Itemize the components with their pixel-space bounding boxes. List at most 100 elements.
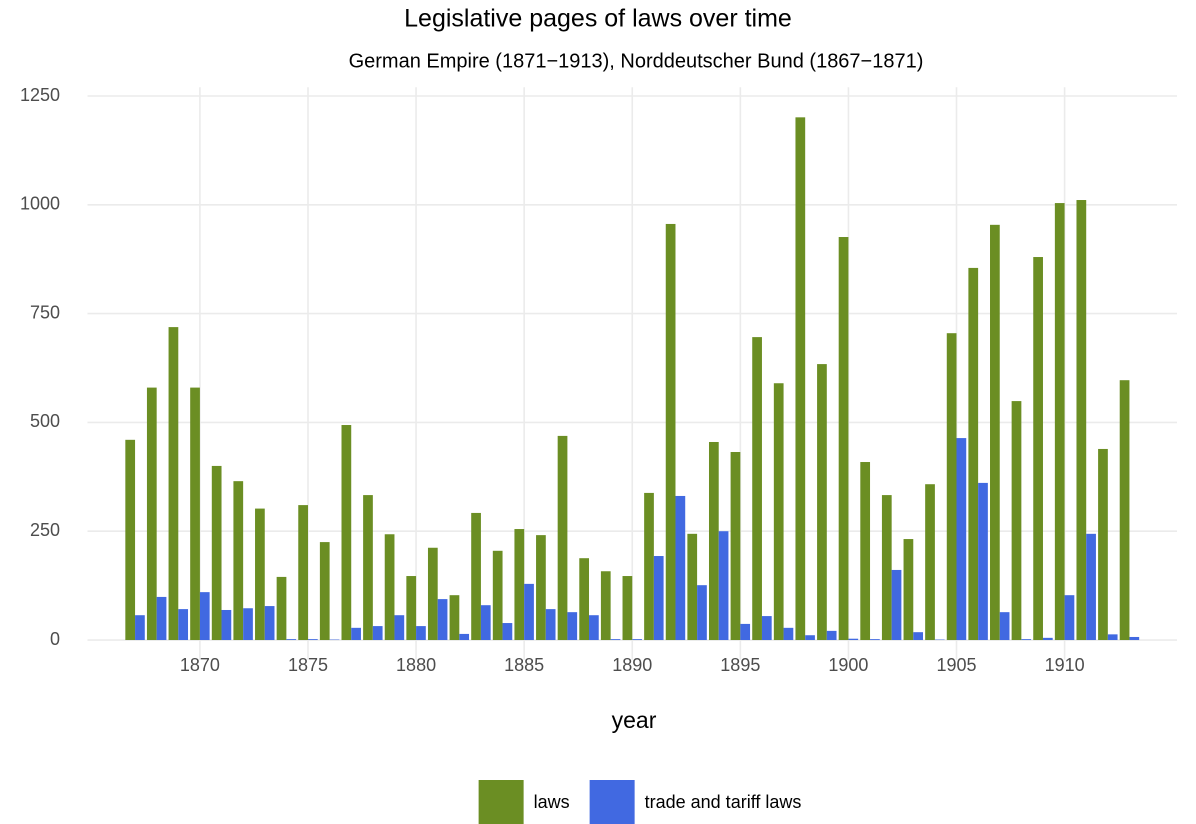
bar — [1021, 639, 1032, 641]
bar — [999, 612, 1010, 641]
bar — [1042, 637, 1053, 641]
bar — [384, 534, 395, 641]
bar — [740, 623, 751, 641]
bar — [891, 569, 902, 641]
bar — [255, 508, 265, 641]
bar — [319, 542, 330, 641]
x-tick-label: 1910 — [1045, 655, 1085, 675]
bar — [848, 638, 859, 641]
bar — [449, 595, 460, 641]
bar — [1098, 448, 1108, 641]
bar — [125, 439, 136, 641]
bar — [1033, 257, 1043, 641]
bar — [351, 627, 361, 641]
y-tick-label: 1250 — [20, 85, 60, 105]
bar — [492, 550, 503, 641]
bar — [545, 609, 556, 641]
bar — [524, 583, 534, 641]
x-tick-label: 1875 — [288, 655, 328, 675]
bar — [514, 529, 525, 641]
bar — [675, 495, 686, 641]
bar — [870, 639, 880, 641]
bar — [394, 615, 405, 641]
x-tick-label: 1900 — [828, 655, 868, 675]
bar — [1129, 636, 1140, 641]
bar — [783, 627, 794, 641]
y-tick-label: 0 — [50, 629, 60, 649]
bar — [1107, 634, 1118, 641]
bar — [168, 327, 179, 641]
bar — [632, 639, 642, 641]
x-tick-label: 1905 — [936, 655, 976, 675]
chart-title: Legislative pages of laws over time — [404, 5, 792, 33]
bar — [881, 495, 892, 641]
bar — [752, 337, 762, 641]
bar — [610, 639, 621, 641]
bar — [156, 596, 167, 641]
bar — [644, 492, 654, 641]
x-tick-label: 1870 — [180, 655, 220, 675]
bars — [125, 117, 1140, 641]
legend-label: laws — [534, 792, 570, 812]
bar — [622, 576, 633, 641]
bar — [795, 117, 806, 641]
chart-subtitle: German Empire (1871−1913), Norddeutscher… — [349, 50, 924, 72]
bar — [1086, 533, 1096, 641]
bar — [1119, 380, 1130, 641]
bar — [567, 612, 578, 641]
bar — [956, 438, 967, 641]
bar — [557, 435, 568, 641]
bar — [211, 465, 222, 641]
bar — [178, 609, 189, 641]
bar — [437, 599, 448, 641]
bar — [978, 482, 988, 641]
bar — [600, 571, 611, 641]
x-tick-label: 1895 — [720, 655, 760, 675]
bar — [773, 383, 784, 641]
y-tick-label: 750 — [30, 302, 60, 322]
bar — [718, 531, 729, 641]
bar — [406, 576, 417, 641]
bar — [990, 224, 1000, 641]
bar — [146, 387, 157, 641]
x-tick-label: 1890 — [612, 655, 652, 675]
bar — [817, 364, 827, 641]
legend-key — [478, 780, 524, 824]
bar — [459, 633, 470, 641]
legend-label: trade and tariff laws — [645, 792, 802, 812]
bar — [1076, 200, 1087, 641]
bar — [925, 484, 935, 641]
bar — [1054, 203, 1065, 641]
bar — [838, 237, 849, 641]
bar — [427, 547, 438, 641]
bar — [536, 535, 546, 641]
bar — [579, 558, 590, 641]
bar — [913, 632, 923, 641]
bar — [221, 609, 232, 641]
bar — [903, 539, 914, 641]
bar — [190, 387, 200, 641]
bar — [243, 608, 253, 641]
bar — [199, 592, 210, 641]
bar — [1011, 401, 1022, 641]
bar — [480, 605, 491, 641]
bar — [730, 452, 741, 641]
y-tick-label: 250 — [30, 520, 60, 540]
bar — [471, 512, 481, 641]
bar — [363, 495, 373, 641]
bar — [286, 639, 297, 641]
bar — [502, 623, 513, 641]
bar — [276, 576, 287, 641]
y-tick-label: 1000 — [20, 194, 60, 214]
bar — [805, 635, 815, 641]
x-axis-title: year — [612, 707, 657, 733]
bar — [697, 585, 707, 641]
bar — [416, 626, 426, 641]
bar — [372, 626, 383, 641]
bar — [307, 639, 318, 641]
bar — [761, 616, 772, 641]
bar — [653, 556, 664, 641]
bar — [826, 630, 837, 641]
bar — [860, 462, 871, 641]
